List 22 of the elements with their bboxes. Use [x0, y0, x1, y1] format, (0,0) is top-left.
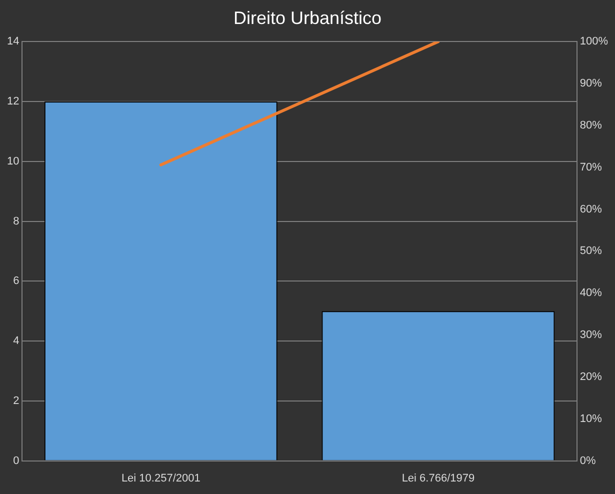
- y2-tick-label: 100%: [580, 36, 608, 48]
- y2-tick-label: 70%: [580, 161, 602, 174]
- y-tick-label: 4: [13, 335, 20, 348]
- x-tick-label: Lei 6.766/1979: [402, 472, 475, 484]
- y-tick-label: 14: [6, 36, 20, 48]
- y2-tick-label: 60%: [580, 203, 602, 216]
- y-tick-label: 8: [13, 215, 20, 228]
- y-tick-label: 10: [6, 155, 20, 168]
- y2-tick-label: 50%: [580, 245, 602, 258]
- y2-tick-label: 10%: [580, 412, 602, 425]
- chart-title: Direito Urbanístico: [233, 8, 382, 28]
- y2-tick-label: 90%: [580, 78, 602, 90]
- y2-tick-label: 80%: [580, 119, 602, 132]
- x-tick-label: Lei 10.257/2001: [121, 472, 200, 484]
- y2-tick-label: 20%: [580, 370, 602, 383]
- y2-tick-label: 40%: [580, 287, 602, 300]
- y2-tick-label: 0%: [580, 454, 596, 467]
- y-tick-label: 0: [13, 454, 20, 467]
- y-tick-label: 12: [6, 96, 20, 108]
- y-tick-label: 2: [13, 394, 20, 407]
- y2-tick-label: 30%: [580, 329, 602, 342]
- y-tick-label: 6: [13, 275, 20, 288]
